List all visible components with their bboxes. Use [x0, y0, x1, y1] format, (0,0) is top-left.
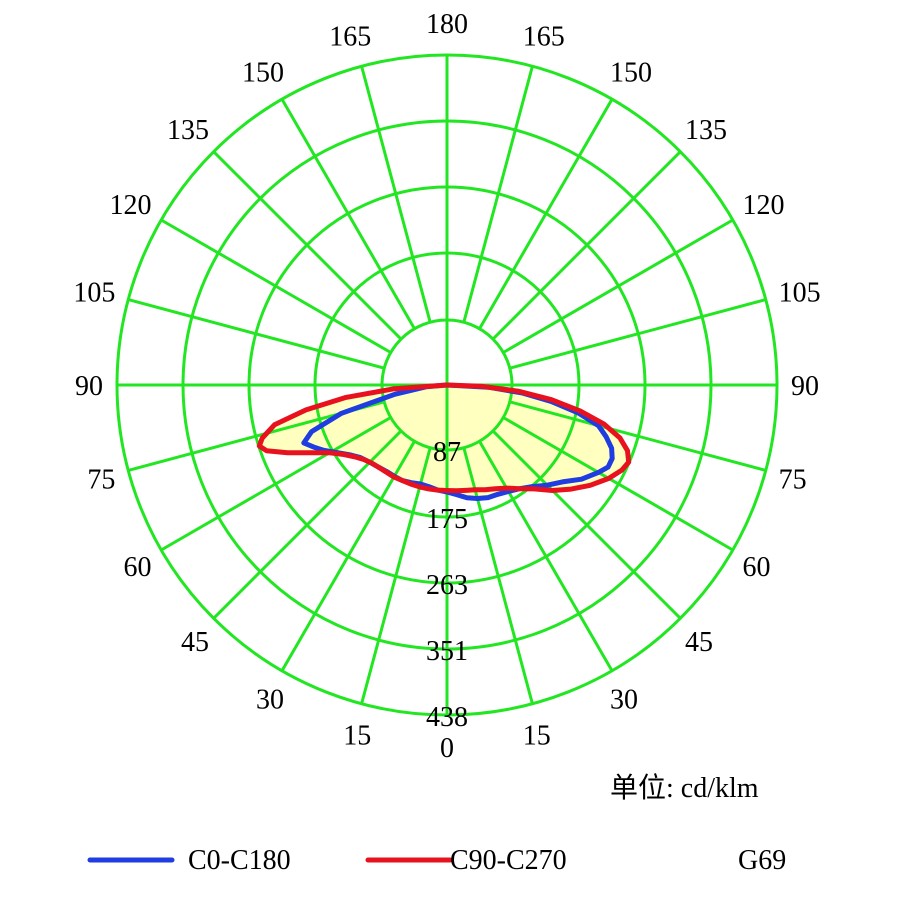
legend-code: G69: [738, 845, 786, 876]
angle-label: 120: [743, 190, 785, 221]
radial-tick-label: 263: [426, 570, 468, 601]
angle-label: 105: [779, 277, 821, 308]
radial-tick-label: 87: [433, 437, 461, 468]
radial-tick-label: 175: [426, 504, 468, 535]
angle-label: 135: [167, 115, 209, 146]
angle-label: 150: [610, 57, 652, 88]
angle-label: 90: [75, 371, 103, 402]
angle-label: 0: [440, 733, 454, 764]
grid-spoke: [280, 440, 416, 672]
grid-spoke: [212, 429, 403, 620]
grid-spoke: [478, 98, 614, 330]
angle-label: 30: [256, 685, 284, 716]
angle-label: 150: [242, 57, 284, 88]
series-layer: [256, 382, 632, 501]
series-c90-c270: [256, 382, 632, 494]
angle-label: 165: [329, 21, 371, 52]
angle-label: 180: [426, 9, 468, 40]
angle-label: 165: [523, 21, 565, 52]
grid-spoke: [160, 218, 392, 354]
grid-spoke: [502, 218, 734, 354]
angle-label: 75: [779, 465, 807, 496]
grid-spoke: [491, 150, 682, 341]
legend: C0-C180 C90-C270 G69: [87, 845, 786, 876]
legend-label-c90-c270: C90-C270: [450, 845, 567, 876]
grid-spoke: [509, 400, 767, 472]
grid-spoke: [160, 416, 392, 552]
angle-label: 15: [343, 721, 371, 752]
angle-label: 30: [610, 685, 638, 716]
legend-label-c0-c180: C0-C180: [188, 845, 291, 876]
unit-label: 单位: cd/klm: [610, 772, 759, 804]
angle-label: 15: [523, 721, 551, 752]
angle-label: 75: [87, 465, 115, 496]
grid-spoke: [212, 150, 403, 341]
radial-tick-label: 351: [426, 636, 468, 667]
grid-spoke: [502, 416, 734, 552]
grid-spoke: [491, 429, 682, 620]
grid-spoke: [280, 98, 416, 330]
series-fill: [303, 385, 613, 499]
grid-spoke: [360, 65, 432, 323]
angle-label: 45: [685, 627, 713, 658]
angle-label: 60: [743, 552, 771, 583]
angle-label: 105: [73, 277, 115, 308]
grid-spoke: [127, 298, 385, 370]
angle-label: 135: [685, 115, 727, 146]
grid-spoke: [360, 447, 432, 705]
angle-label: 120: [109, 190, 151, 221]
grid-spoke: [462, 65, 534, 323]
angle-label: 45: [181, 627, 209, 658]
radial-tick-label: 438: [426, 702, 468, 733]
grid-spoke: [509, 298, 767, 370]
angle-label: 60: [123, 552, 151, 583]
angle-label: 90: [791, 371, 819, 402]
grid-spoke: [478, 440, 614, 672]
